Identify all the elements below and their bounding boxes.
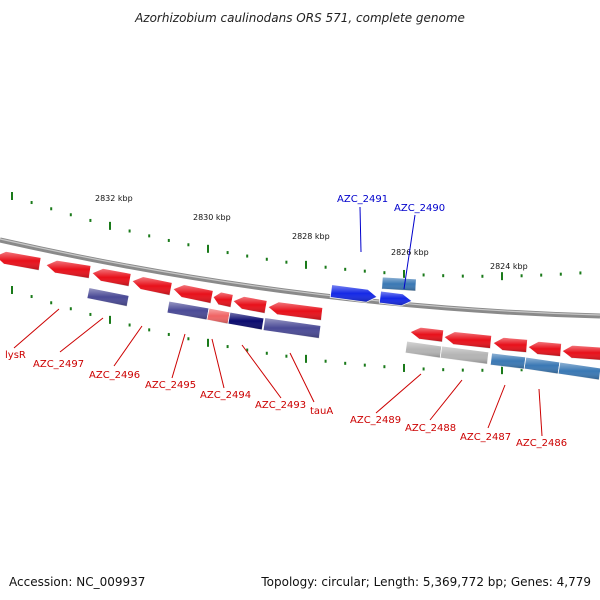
gene-label-azc-2495: AZC_2495 xyxy=(145,380,196,391)
gene-label-azc-2488: AZC_2488 xyxy=(405,423,456,434)
leader-azc-2489 xyxy=(375,373,422,414)
gene-label-azc-2486: AZC_2486 xyxy=(516,438,567,449)
gene-label-lysr: lysR xyxy=(5,350,26,361)
gene-arrow-azc-2490-shading xyxy=(379,291,412,306)
leader-lysr xyxy=(13,308,60,349)
domain-box-azc-2495-shading xyxy=(167,301,209,320)
leader-azc-2495 xyxy=(171,333,186,379)
domain-box-azc-2497-shading xyxy=(86,287,130,307)
domain-box-azc-2487-shading xyxy=(490,353,526,369)
forward-gene-labels: AZC_2491 AZC_2490 xyxy=(337,194,445,214)
gene-arrow-lysr-shading xyxy=(0,251,42,271)
scale-label-2832: 2832 kbp xyxy=(95,194,133,203)
leader-azc-2494 xyxy=(211,338,225,389)
gene-arrow-azc-2496-shading xyxy=(92,268,132,287)
domain-box-azc-2489-shading xyxy=(405,341,442,358)
leader-azc-2487 xyxy=(487,384,506,429)
leader-azc-2493 xyxy=(241,344,282,399)
gene-arrow-tauA-a-shading xyxy=(233,296,268,314)
accession-text: Accession: NC_009937 xyxy=(9,575,145,589)
leader-azc-2496 xyxy=(113,325,143,367)
gene-label-azc-2493: AZC_2493 xyxy=(255,400,306,411)
gene-label-azc-2490: AZC_2490 xyxy=(394,203,445,214)
gene-arrow-azc-2487-shading xyxy=(493,337,528,353)
label-leader-lines xyxy=(13,206,543,437)
gene-arrow-azc-2488-shading xyxy=(444,331,492,349)
gene-label-azc-2491: AZC_2491 xyxy=(337,194,388,205)
gene-label-azc-2487: AZC_2487 xyxy=(460,432,511,443)
domain-box-taua-shading xyxy=(263,317,321,339)
gene-label-taua: tauA xyxy=(310,406,333,417)
map-title: Azorhizobium caulinodans ORS 571, comple… xyxy=(134,11,465,25)
leader-azc-2490 xyxy=(403,214,416,290)
reverse-gene-labels: lysR AZC_2497 AZC_2496 AZC_2495 AZC_2494… xyxy=(5,350,567,449)
domain-box-azc-2486-a-shading xyxy=(524,357,560,374)
domain-box-azc-2486-b-shading xyxy=(558,362,600,380)
inner-tick-track xyxy=(11,286,582,375)
domain-box-azc-2493-shading xyxy=(228,312,264,330)
leader-azc-2491 xyxy=(359,206,362,253)
gene-arrow-azc-2493-shading xyxy=(213,292,234,308)
leader-azc-2497 xyxy=(59,317,104,353)
gene-arrow-azc-2485-shading xyxy=(562,345,600,361)
genome-backbone xyxy=(0,237,600,319)
scale-label-2828: 2828 kbp xyxy=(292,232,330,241)
leader-azc-2486 xyxy=(538,388,543,437)
leader-taua xyxy=(289,352,315,403)
gene-arrow-azc-2495-shading xyxy=(132,276,173,296)
gene-arrow-tauA-b-shading xyxy=(268,301,323,321)
leader-azc-2488 xyxy=(429,379,463,421)
gene-box-azc-2490-domain-shading xyxy=(381,277,417,291)
domain-box-azc-2494-shading xyxy=(206,308,231,324)
gene-label-azc-2494: AZC_2494 xyxy=(200,390,251,401)
gene-features xyxy=(0,250,600,381)
topology-summary: Topology: circular; Length: 5,369,772 bp… xyxy=(260,575,591,589)
gene-arrow-azc-2489-shading xyxy=(410,327,444,342)
scale-label-2830: 2830 kbp xyxy=(193,213,231,222)
gene-label-azc-2489: AZC_2489 xyxy=(350,415,401,426)
scale-label-2824: 2824 kbp xyxy=(490,262,528,271)
outer-tick-track xyxy=(11,192,582,281)
gene-label-azc-2497: AZC_2497 xyxy=(33,359,84,370)
gene-arrow-azc-2486-shading xyxy=(528,341,562,357)
gene-arrow-azc-2497-shading xyxy=(46,260,91,279)
gene-label-azc-2496: AZC_2496 xyxy=(89,370,140,381)
gene-arrow-azc-2494-shading xyxy=(173,284,214,304)
domain-box-azc-2488-shading xyxy=(440,346,489,364)
gene-arrow-azc-2491-shading xyxy=(330,284,377,303)
scale-labels: 2832 kbp 2830 kbp 2828 kbp 2826 kbp 2824… xyxy=(95,194,528,271)
